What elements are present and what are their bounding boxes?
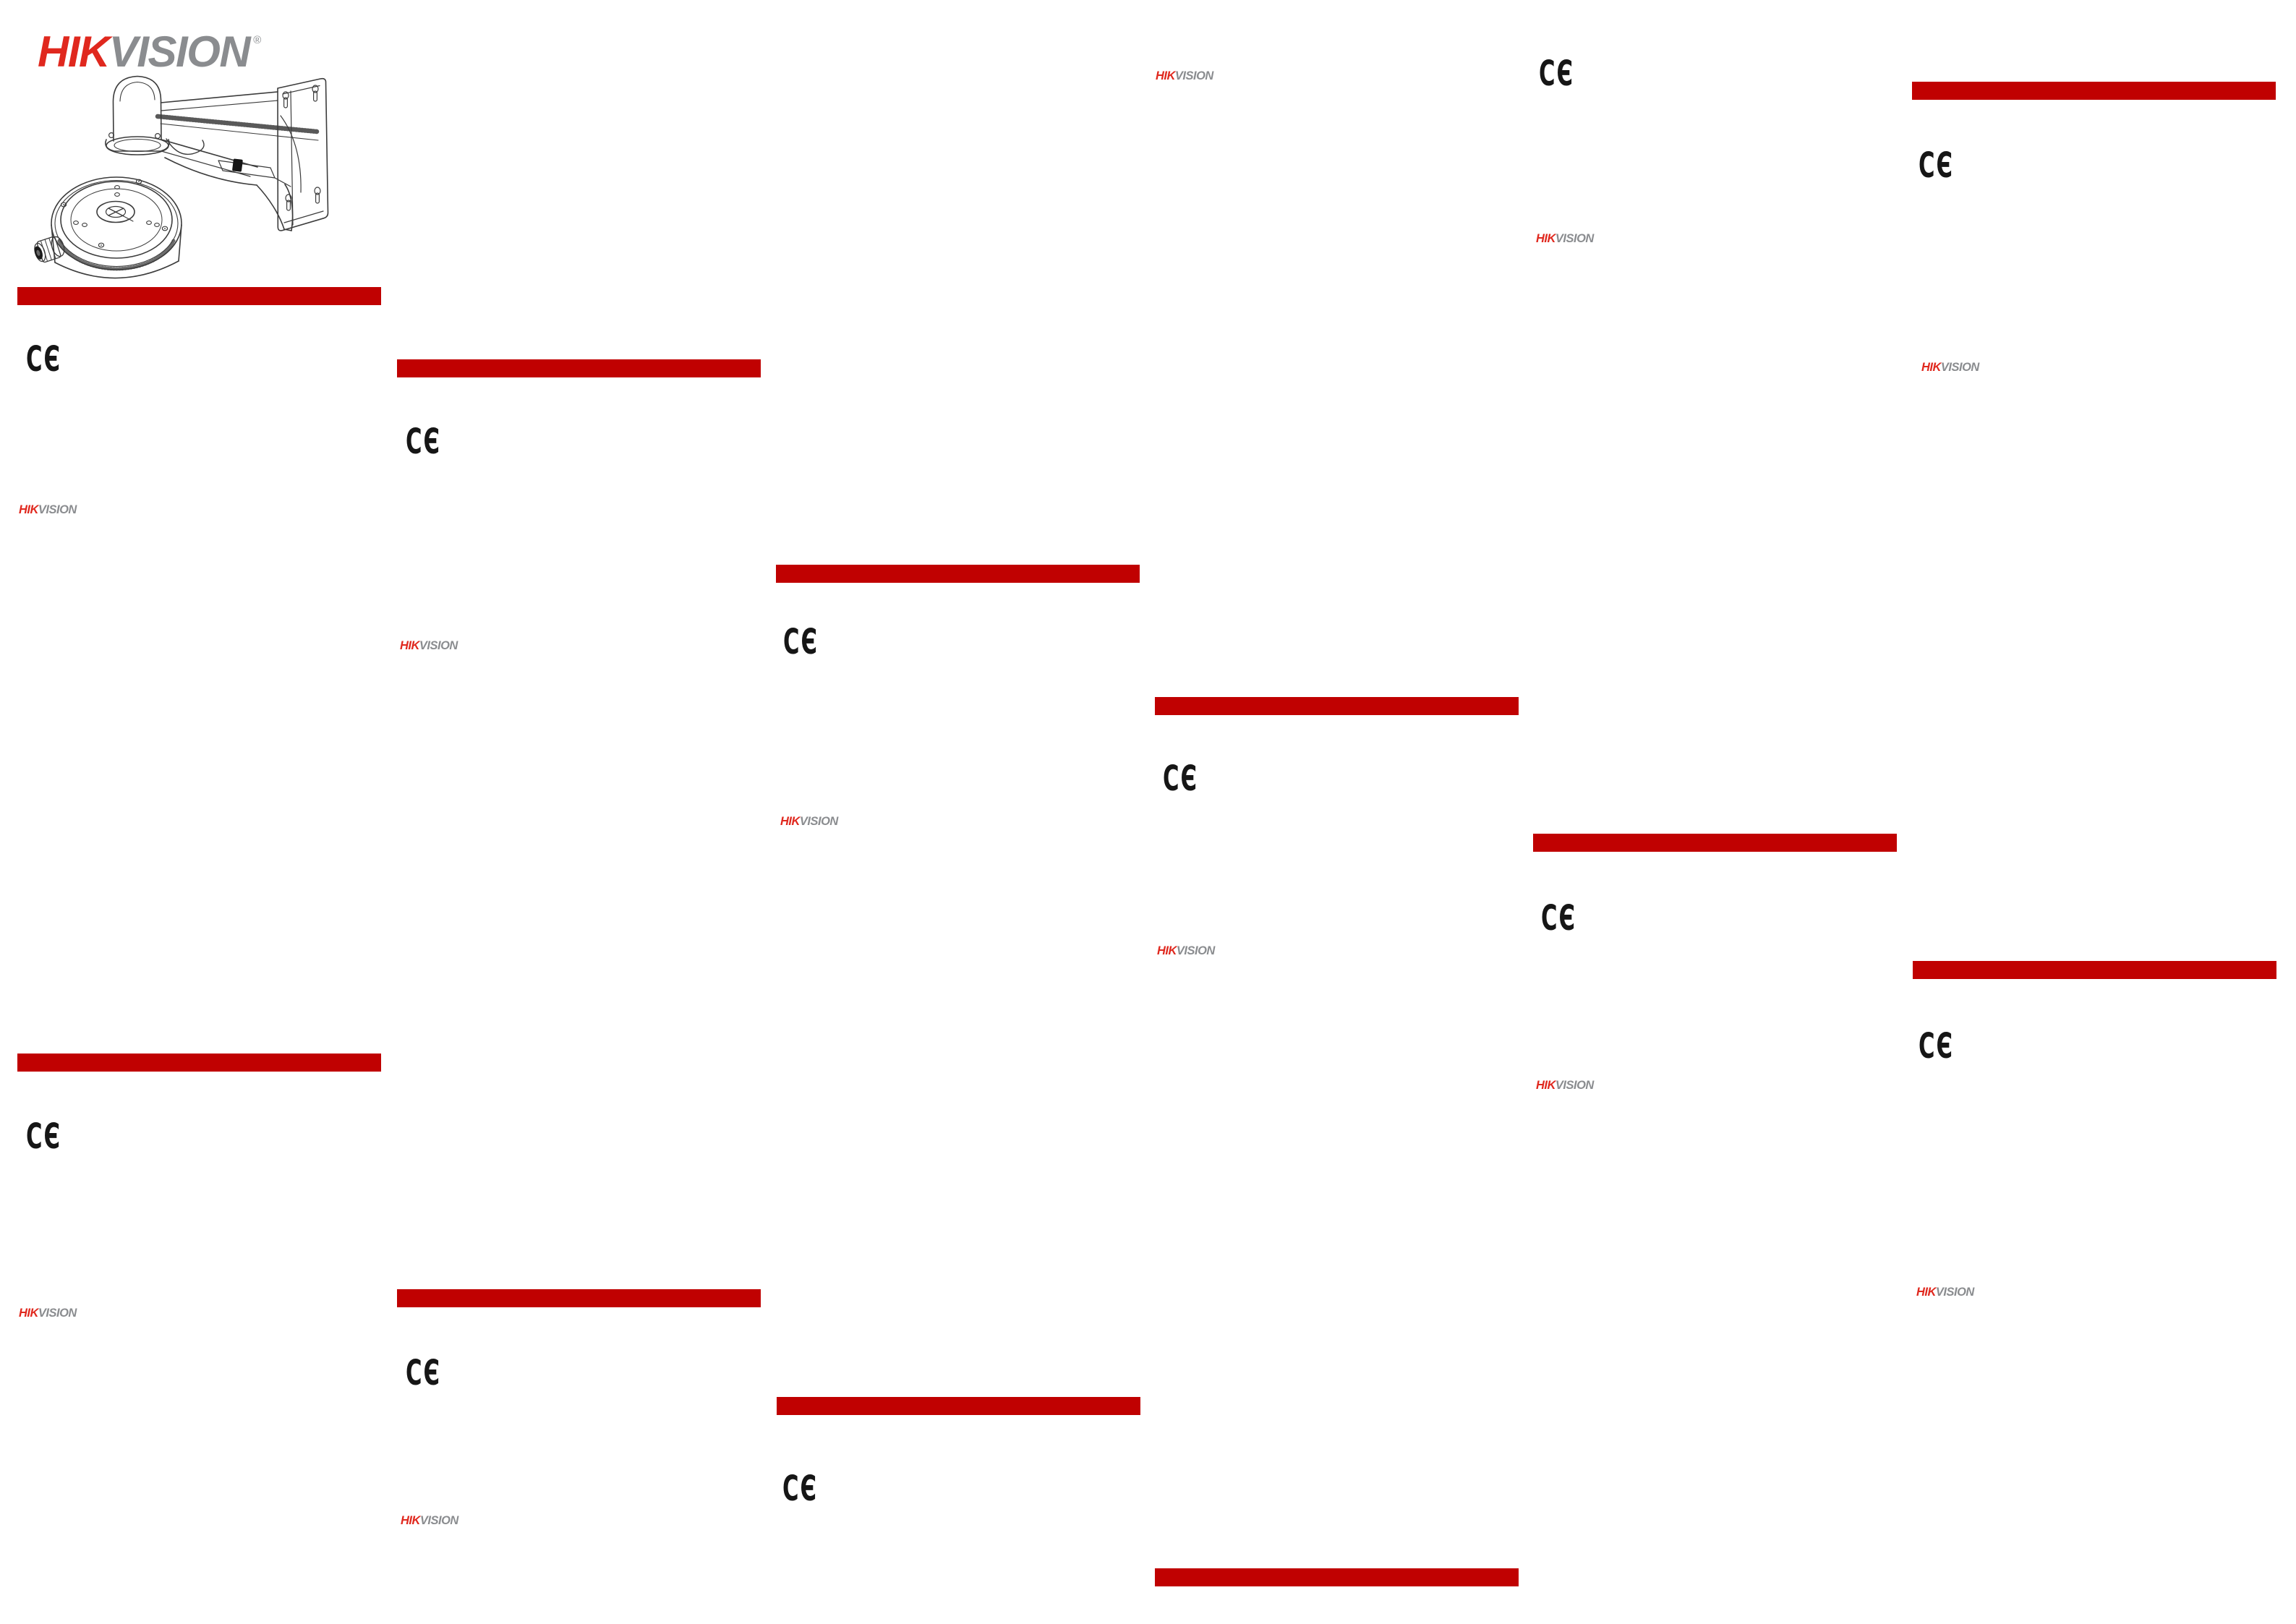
hikvision-logo-small: HIKVISION <box>1916 1286 1974 1299</box>
hikvision-logo-vision: VISION <box>38 1307 77 1320</box>
hikvision-logo-hik: HIK <box>1921 361 1941 374</box>
ce-mark-icon: CЄ <box>1539 54 1574 94</box>
junction-box-figure <box>34 176 182 279</box>
ce-mark-icon: CЄ <box>783 622 819 662</box>
section-header-bar <box>1155 697 1519 715</box>
ce-mark-icon: CЄ <box>1163 758 1198 799</box>
hikvision-logo-hik: HIK <box>401 1514 420 1527</box>
section-header-bar <box>17 287 381 305</box>
hikvision-logo-hik: HIK <box>1536 1079 1555 1092</box>
registered-trademark-icon: ® <box>253 34 262 46</box>
hikvision-logo-vision: VISION <box>38 503 77 516</box>
section-header-bar <box>1913 961 2276 979</box>
hikvision-logo-vision: VISION <box>1555 232 1594 245</box>
section-header-bar <box>776 565 1140 583</box>
section-header-bar <box>397 359 761 377</box>
section-header-bar <box>1912 82 2276 100</box>
section-header-bar <box>17 1054 381 1072</box>
product-figure <box>34 75 329 279</box>
hikvision-logo-small: HIKVISION <box>1157 945 1215 957</box>
hikvision-logo-vision: VISION <box>419 1514 458 1527</box>
ce-mark-icon: CЄ <box>26 1116 61 1157</box>
hikvision-logo-small: HIKVISION <box>19 504 77 516</box>
section-header-bar <box>397 1289 761 1307</box>
hikvision-logo-vision: VISION <box>1174 69 1213 82</box>
section-header-bar <box>777 1397 1140 1415</box>
ce-mark-icon: CЄ <box>782 1469 818 1509</box>
hikvision-logo-small: HIKVISION <box>401 1515 458 1527</box>
hikvision-logo-vision: VISION <box>1940 361 1979 374</box>
ce-mark-icon: CЄ <box>1919 145 1954 186</box>
hikvision-logo-small: HIKVISION <box>19 1307 77 1320</box>
hikvision-logo-hik: HIK <box>780 815 800 828</box>
hikvision-logo-hik: HIK <box>400 639 419 652</box>
ce-mark-icon: CЄ <box>26 339 61 380</box>
ce-mark-icon: CЄ <box>1919 1026 1954 1067</box>
hikvision-logo-vision: VISION <box>419 639 458 652</box>
hikvision-logo-hik: HIK <box>19 1307 38 1320</box>
wall-bracket-figure <box>105 75 329 231</box>
cable-gland-figure <box>34 236 65 263</box>
hikvision-logo-hik: HIK <box>1916 1286 1936 1299</box>
hikvision-logo-small: HIKVISION <box>400 640 458 652</box>
hikvision-logo-vision: VISION <box>1176 944 1215 957</box>
hikvision-logo-hik: HIK <box>1156 69 1175 82</box>
section-header-bar <box>1533 834 1897 852</box>
hikvision-logo-hik: HIK <box>38 27 110 76</box>
hikvision-logo-small: HIKVISION <box>1536 1080 1594 1092</box>
hikvision-logo-small: HIKVISION <box>1536 233 1594 245</box>
hikvision-logo-hik: HIK <box>1536 232 1555 245</box>
section-header-bar <box>1155 1568 1519 1586</box>
ce-mark-icon: CЄ <box>406 422 441 462</box>
ce-mark-icon: CЄ <box>406 1353 441 1393</box>
ce-mark-icon: CЄ <box>1541 898 1576 939</box>
hikvision-logo-vision: VISION <box>1555 1079 1594 1092</box>
hikvision-logo-small: HIKVISION <box>780 816 838 828</box>
hikvision-logo-hik: HIK <box>1157 944 1177 957</box>
hikvision-logo-vision: VISION <box>799 815 838 828</box>
hikvision-logo: HIKVISION ® <box>38 27 261 76</box>
hikvision-logo-small: HIKVISION <box>1156 70 1213 82</box>
hikvision-logo-hik: HIK <box>19 503 38 516</box>
hikvision-logo-vision: VISION <box>1935 1286 1974 1299</box>
hikvision-logo-small: HIKVISION <box>1921 362 1979 374</box>
hikvision-logo-vision: VISION <box>108 27 251 76</box>
